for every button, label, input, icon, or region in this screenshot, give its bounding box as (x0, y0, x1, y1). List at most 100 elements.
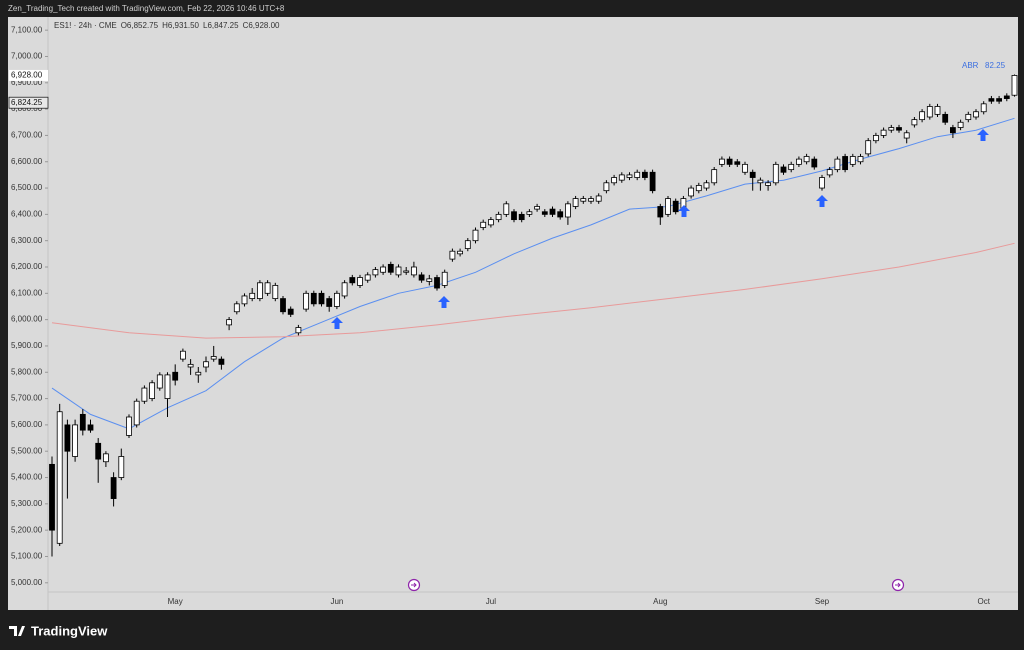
candle-body (495, 213, 502, 221)
plot: 5,000.00 5,100.00 5,200.00 5,300.00 5,400.00… (8, 21, 1018, 606)
candle-body (434, 277, 440, 289)
candle-body (749, 171, 756, 178)
candle-body (695, 185, 702, 192)
candle-body (973, 111, 979, 118)
candle-body (364, 274, 371, 281)
candle-body (703, 182, 710, 189)
candle-body (911, 119, 918, 126)
candle-body (156, 374, 163, 389)
candle-body (256, 282, 263, 299)
x-tick-label: Jul (486, 597, 496, 606)
candle-body (403, 270, 410, 273)
y-tick-label: 5,700.00 (11, 394, 43, 403)
candle-body (357, 277, 363, 286)
candle-body (726, 158, 733, 165)
candle-body (711, 169, 718, 184)
candle-body (272, 285, 279, 299)
candle-body (118, 456, 125, 478)
candle-body (133, 400, 140, 426)
candle-body (557, 211, 564, 218)
y-tick-label: 5,300.00 (11, 499, 43, 508)
legend-field-label: C (243, 21, 249, 30)
candle-body (95, 442, 102, 460)
candle-body (372, 269, 379, 276)
legend-field-value: 6,931.50 (168, 21, 200, 30)
y-tick-label: 6,700.00 (11, 131, 43, 140)
y-tick-label: 6,600.00 (11, 157, 43, 166)
candle-body (418, 274, 425, 281)
event-icon-glyph (895, 582, 901, 588)
candle-body (164, 374, 171, 399)
candle-body (326, 298, 333, 307)
event-icons (407, 578, 905, 592)
candle-body (865, 140, 872, 155)
candle-body (457, 250, 464, 255)
candle-body (765, 182, 771, 186)
candle-body (826, 169, 833, 176)
candle-body (857, 156, 864, 163)
chart-panel (8, 17, 1018, 610)
price-label: 6,928.00 (11, 71, 43, 80)
candle-body (888, 127, 895, 131)
candle-body (549, 208, 556, 215)
price-label-box (8, 96, 49, 109)
logo-mark (9, 626, 25, 636)
y-tick-label: 6,200.00 (11, 262, 43, 271)
candle-body (572, 198, 579, 207)
candle-body (903, 132, 910, 139)
y-tick-label: 6,000.00 (11, 315, 43, 324)
candle-body (387, 263, 394, 273)
candle-body (618, 174, 625, 181)
candle-body (649, 171, 656, 192)
candle-body (934, 106, 941, 115)
candle-body (980, 103, 987, 113)
legend-field-value: 6,928.00 (248, 21, 280, 30)
event-icon-glyph (411, 582, 417, 588)
y-tick-label: 6,300.00 (11, 236, 43, 245)
candle-body (426, 278, 433, 282)
candle-body (565, 203, 571, 218)
moving-average (51, 242, 1015, 339)
arrow (678, 205, 690, 217)
y-tick-label: 7,000.00 (11, 52, 43, 61)
candle-body (303, 292, 310, 310)
x-tick-label: Sep (815, 597, 830, 606)
candle-body (526, 211, 533, 215)
candle-body (241, 295, 248, 305)
candle-body (672, 200, 679, 213)
x-tick-label: Aug (653, 597, 667, 606)
x-tick-label: Oct (977, 597, 990, 606)
legend-field-label: O (121, 21, 127, 30)
candle-body (541, 211, 548, 215)
candle-body (950, 127, 956, 134)
candle-body (333, 292, 340, 307)
legend-field-value: 6,852.75 (127, 21, 159, 30)
candle-body (534, 206, 540, 210)
candle-body (942, 113, 949, 123)
candle-body (280, 298, 286, 313)
candle-body (449, 250, 456, 260)
candle-body (595, 195, 602, 202)
candle-body (187, 363, 194, 368)
footer-brand: TradingView (31, 623, 108, 638)
candle-body (172, 371, 179, 381)
candle-body (410, 266, 417, 276)
candle-body (79, 413, 86, 431)
candle-body (380, 266, 387, 273)
candle-body (957, 121, 964, 128)
candle-body (441, 271, 448, 286)
arrow (977, 129, 989, 141)
footer-logo: TradingView (9, 623, 108, 638)
candle-body (719, 158, 725, 165)
y-tick-label: 5,600.00 (11, 420, 43, 429)
y-tick-label: 5,400.00 (11, 473, 43, 482)
candle-body (926, 106, 933, 118)
candle-body (611, 177, 617, 184)
candle-body (626, 174, 633, 178)
candle-body (179, 350, 186, 360)
candle-body (310, 292, 317, 305)
candle-body (110, 477, 117, 499)
candle-body (819, 177, 825, 189)
candle-body (49, 463, 55, 531)
